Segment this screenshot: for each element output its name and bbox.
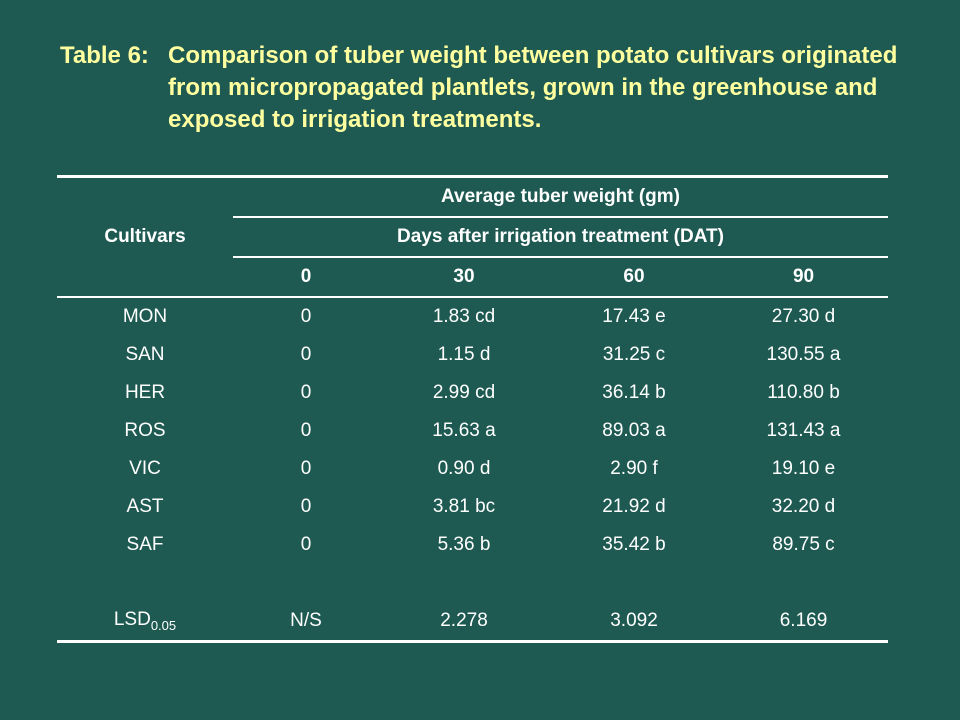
cell-value: 131.43 a xyxy=(766,420,841,441)
cell-value: 130.55 a xyxy=(766,344,841,365)
cell-value: 0 xyxy=(300,306,312,327)
cell-value: 0.90 d xyxy=(437,458,491,479)
tuber-weight-table: Cultivars Average tuber weight (gm) Days… xyxy=(57,175,889,643)
header-col-0: 0 xyxy=(233,256,379,297)
cell-value: 0 xyxy=(300,534,312,555)
lsd-label: LSD0.05 xyxy=(57,602,233,642)
cell-cultivar: ROS xyxy=(124,420,166,441)
table-row: AST 0 3.81 bc 21.92 d 32.20 d xyxy=(57,488,888,526)
table-row: ROS 0 15.63 a 89.03 a 131.43 a xyxy=(57,412,888,450)
cell-value: 32.20 d xyxy=(771,496,836,517)
table-row: MON 0 1.83 cd 17.43 e 27.30 d xyxy=(57,297,889,336)
table-row: VIC 0 0.90 d 2.90 f 19.10 e xyxy=(57,450,888,488)
header-days-after-irrigation: Days after irrigation treatment (DAT) xyxy=(233,216,889,257)
header-col-30: 30 xyxy=(379,256,549,297)
cell-value: 35.42 b xyxy=(602,534,666,555)
table-row: SAF 0 5.36 b 35.42 b 89.75 c xyxy=(57,526,888,564)
cell-value: 27.30 d xyxy=(771,306,836,327)
cell-value: 89.03 a xyxy=(602,420,666,441)
cell-value: 0 xyxy=(300,458,312,479)
lsd-value: 6.169 xyxy=(779,610,828,631)
cell-value: 2.90 f xyxy=(610,458,658,479)
cell-value: 89.75 c xyxy=(772,534,835,555)
lsd-label-subscript: 0.05 xyxy=(150,617,177,633)
header-average-tuber-weight: Average tuber weight (gm) xyxy=(441,186,680,207)
cell-cultivar: HER xyxy=(124,382,166,403)
table-title: Table 6: Comparison of tuber weight betw… xyxy=(60,40,920,136)
cell-value: 5.36 b xyxy=(437,534,491,555)
cell-value: 1.83 cd xyxy=(432,306,496,327)
title-text: Comparison of tuber weight between potat… xyxy=(168,42,898,133)
cell-value: 0 xyxy=(300,420,312,441)
header-cultivars: Cultivars xyxy=(104,226,186,247)
cell-value: 15.63 a xyxy=(432,420,496,441)
title-prefix: Table 6: xyxy=(60,42,149,69)
cell-cultivar: AST xyxy=(126,496,164,517)
lsd-value: 2.278 xyxy=(440,610,488,631)
cell-value: 36.14 b xyxy=(602,382,666,403)
lsd-row: LSD0.05 N/S 2.278 3.092 6.169 xyxy=(57,602,889,642)
cell-value: 21.92 d xyxy=(602,496,666,517)
table-row: SAN 0 1.15 d 31.25 c 130.55 a xyxy=(57,336,888,374)
data-table-container: Cultivars Average tuber weight (gm) Days… xyxy=(57,175,889,643)
header-col-90: 90 xyxy=(719,256,889,297)
cell-cultivar: VIC xyxy=(129,458,161,479)
cell-cultivar: SAN xyxy=(125,344,165,365)
spacer-row xyxy=(57,564,888,602)
cell-cultivar: MON xyxy=(122,306,168,327)
lsd-label-text: LSD xyxy=(113,609,151,631)
cell-value: 3.81 bc xyxy=(432,496,496,517)
header-col-60: 60 xyxy=(549,256,719,297)
cell-value: 110.80 b xyxy=(767,382,840,403)
cell-value: 2.99 cd xyxy=(432,382,496,403)
cell-value: 0 xyxy=(300,344,312,365)
cell-value: 1.15 d xyxy=(437,344,491,365)
cell-value: 17.43 e xyxy=(602,306,666,327)
lsd-value: N/S xyxy=(290,610,322,631)
cell-cultivar: SAF xyxy=(126,534,164,555)
cell-value: 31.25 c xyxy=(602,344,666,365)
table-row: HER 0 2.99 cd 36.14 b 110.80 b xyxy=(57,374,888,412)
cell-value: 19.10 e xyxy=(771,458,836,479)
cell-value: 0 xyxy=(300,496,312,517)
cell-value: 0 xyxy=(300,382,312,403)
lsd-value: 3.092 xyxy=(610,610,658,631)
